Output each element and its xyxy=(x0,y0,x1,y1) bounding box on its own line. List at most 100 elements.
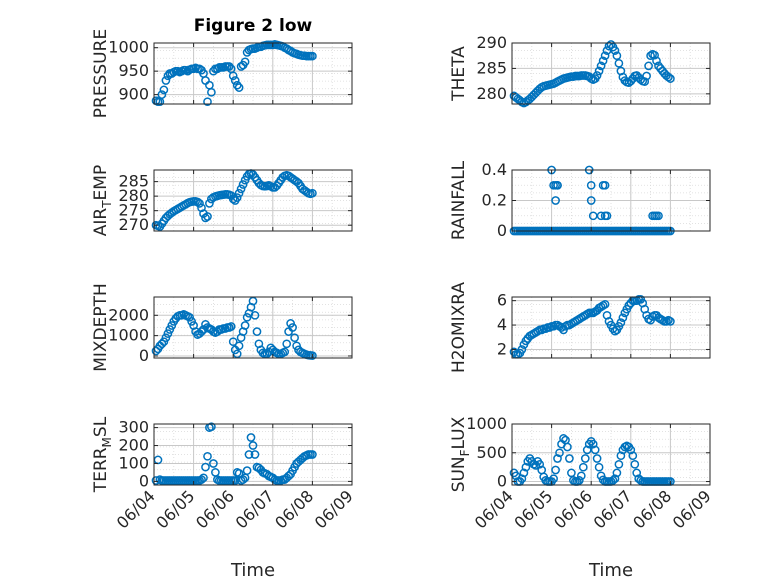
axes-box xyxy=(153,169,353,232)
data-point xyxy=(232,193,242,202)
data-point xyxy=(234,83,244,92)
data-point xyxy=(616,451,626,461)
data-point xyxy=(567,468,576,478)
data-point xyxy=(213,64,222,74)
x-tick-label: 06/04 xyxy=(113,486,159,532)
y-tick-label: 0 xyxy=(497,472,507,491)
x-axis-label: Time xyxy=(230,560,275,581)
data-point xyxy=(163,329,173,338)
data-point xyxy=(610,46,620,55)
data-point xyxy=(646,51,655,61)
data-point xyxy=(238,180,248,189)
data-point xyxy=(598,56,608,66)
data-point xyxy=(250,310,260,320)
data-point xyxy=(234,341,244,351)
y-tick-label: 100 xyxy=(118,453,149,472)
data-point xyxy=(610,474,620,484)
data-point xyxy=(157,90,167,99)
data-point xyxy=(666,74,675,83)
data-point xyxy=(650,50,659,60)
data-point xyxy=(578,462,588,472)
axes-box xyxy=(511,423,711,486)
data-point xyxy=(517,474,527,484)
data-point xyxy=(240,57,250,67)
data-point xyxy=(199,473,208,483)
x-tick-label: 06/07 xyxy=(232,486,278,532)
data-point xyxy=(250,450,260,459)
data-point xyxy=(187,317,196,326)
x-tick-label: 06/06 xyxy=(550,486,596,532)
data-point xyxy=(195,199,204,208)
data-point xyxy=(588,439,598,449)
data-point xyxy=(159,85,169,95)
subplot-5: 2 4 6 H2OMIXRA xyxy=(449,282,711,373)
data-point xyxy=(602,211,612,221)
subplot-1: 280 285 290 THETA xyxy=(449,33,711,108)
data-point xyxy=(292,341,301,351)
data-point xyxy=(230,76,240,85)
data-point xyxy=(246,433,256,442)
data-point xyxy=(228,71,238,81)
data-point xyxy=(205,199,214,208)
data-point xyxy=(207,422,216,432)
data-point xyxy=(586,180,596,190)
x-tick-label: 06/08 xyxy=(271,486,317,532)
data-point xyxy=(228,194,238,204)
y-axis-label: AIRTEMP xyxy=(91,165,114,236)
data-point xyxy=(563,442,572,452)
y-tick-label: 950 xyxy=(118,61,149,80)
y-axis-label: THETA xyxy=(449,46,469,102)
y-tick-label: 270 xyxy=(118,215,149,234)
data-point xyxy=(594,462,604,472)
x-tick-label: 06/07 xyxy=(590,486,636,532)
y-tick-label: 280 xyxy=(476,84,507,103)
data-point xyxy=(626,445,636,455)
data-point xyxy=(576,471,586,481)
x-tick-label: 06/05 xyxy=(152,486,198,532)
data-point xyxy=(582,445,592,455)
data-point xyxy=(161,333,171,343)
data-point xyxy=(535,459,545,469)
y-tick-label: 0.4 xyxy=(482,160,507,179)
data-point xyxy=(549,474,558,484)
y-tick-label: 290 xyxy=(476,33,507,52)
data-point xyxy=(642,71,651,81)
data-point xyxy=(574,476,584,485)
data-point xyxy=(238,475,248,484)
data-point xyxy=(201,213,210,223)
x-tick-label: 06/05 xyxy=(510,486,556,532)
y-tick-label: 285 xyxy=(476,58,507,77)
y-tick-label: 0.2 xyxy=(482,191,507,210)
y-tick-label: 0 xyxy=(139,471,149,490)
data-point xyxy=(286,319,295,328)
data-point xyxy=(228,337,238,347)
y-tick-label: 1000 xyxy=(466,414,507,433)
data-point xyxy=(197,203,206,213)
data-point xyxy=(284,471,293,481)
y-tick-label: 285 xyxy=(118,172,149,191)
data-point xyxy=(628,451,638,461)
data-point xyxy=(553,180,562,190)
data-point xyxy=(308,51,317,61)
data-point xyxy=(618,313,628,323)
data-point xyxy=(644,61,653,71)
y-axis-label: TERRMSL xyxy=(91,416,114,493)
data-point xyxy=(242,466,252,475)
axes-box xyxy=(153,42,353,105)
data-point xyxy=(248,441,258,450)
data-point xyxy=(565,454,574,463)
y-tick-label: 2 xyxy=(497,339,507,358)
data-point xyxy=(551,196,560,205)
data-point xyxy=(517,345,527,354)
y-tick-label: 900 xyxy=(118,85,149,104)
y-axis-label: RAINFALL xyxy=(449,160,469,240)
axes-box xyxy=(153,423,353,486)
data-point xyxy=(207,87,216,97)
y-axis-label: PRESSURE xyxy=(91,29,111,118)
subplot-3: 0 0.2 0.4 RAINFALL xyxy=(449,160,711,240)
data-point xyxy=(197,475,206,484)
